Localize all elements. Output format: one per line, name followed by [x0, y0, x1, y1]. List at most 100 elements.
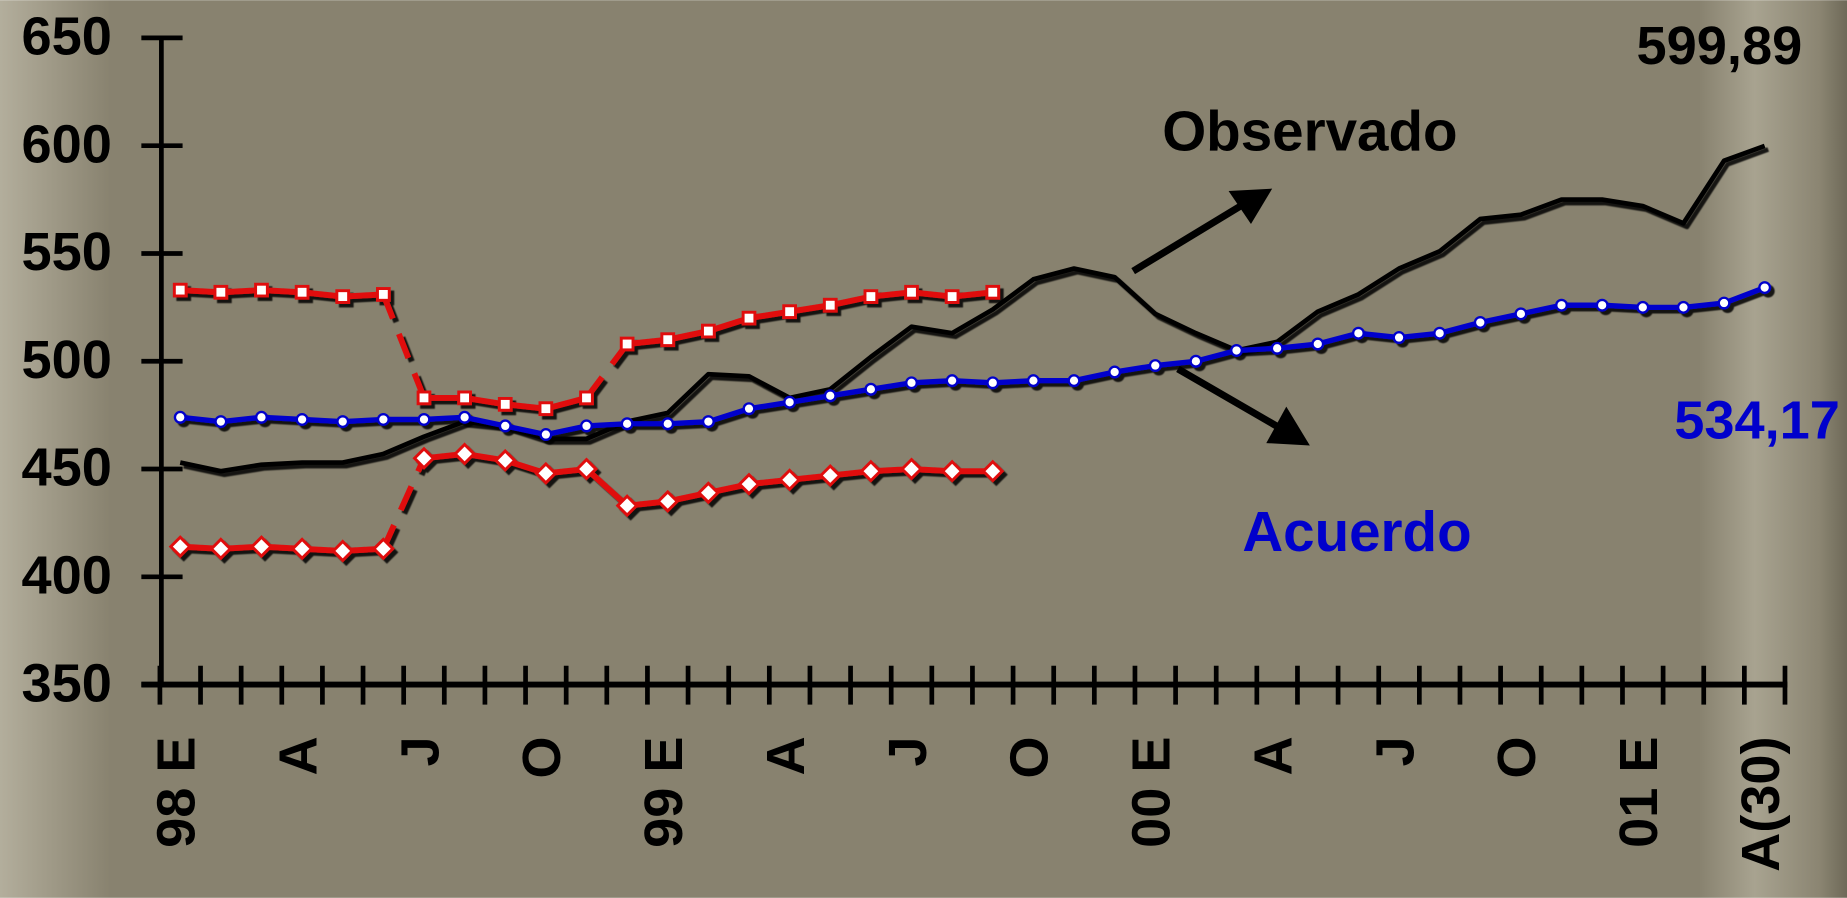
marker — [782, 304, 797, 320]
plot — [168, 143, 1772, 563]
marker — [778, 468, 802, 492]
marker — [254, 282, 269, 298]
series-label: Acuerdo — [1242, 500, 1471, 563]
marker — [1311, 337, 1325, 351]
marker — [1148, 359, 1162, 373]
y-tick-label: 500 — [22, 330, 112, 390]
marker — [985, 284, 1001, 300]
marker — [701, 323, 716, 339]
marker — [1351, 326, 1365, 340]
line — [179, 143, 1766, 474]
marker — [580, 419, 593, 433]
marker — [168, 535, 192, 559]
x-tick-label: J — [390, 736, 450, 766]
marker — [944, 289, 960, 304]
marker — [741, 310, 757, 326]
marker — [213, 284, 229, 300]
marker — [818, 463, 842, 487]
marker — [737, 472, 761, 496]
value-label: 534,17 — [1674, 391, 1840, 451]
arrow — [1131, 200, 1246, 275]
marker — [1595, 298, 1609, 312]
marker — [864, 382, 878, 396]
marker — [172, 282, 188, 298]
marker — [1636, 300, 1650, 314]
y-tick-label: 400 — [22, 545, 112, 605]
marker — [493, 448, 517, 472]
marker — [1676, 300, 1690, 314]
marker — [416, 390, 432, 406]
marker — [783, 395, 797, 409]
marker — [656, 489, 680, 513]
x-tick-label: 99 E — [634, 736, 694, 847]
marker — [457, 390, 472, 406]
marker — [249, 535, 273, 559]
x-tick-label: J — [878, 736, 938, 766]
marker — [1717, 296, 1731, 310]
marker — [1270, 341, 1284, 355]
marker — [1067, 374, 1081, 388]
x-tick-label: O — [512, 736, 572, 778]
marker — [742, 402, 756, 416]
line — [179, 285, 1766, 438]
marker — [498, 419, 512, 433]
marker — [1514, 307, 1528, 321]
x-tick-label: O — [1487, 736, 1547, 778]
marker — [1230, 343, 1244, 357]
marker — [412, 446, 436, 470]
marker — [538, 401, 554, 417]
marker — [209, 537, 233, 561]
marker — [660, 332, 676, 348]
marker — [859, 459, 883, 483]
dashed-connector — [380, 293, 427, 399]
marker — [336, 415, 350, 429]
marker — [331, 539, 355, 563]
y-tick-label: 550 — [22, 222, 112, 282]
marker — [335, 289, 351, 304]
dashed-connector — [380, 457, 427, 550]
x-tick-label: J — [1365, 736, 1425, 766]
marker — [173, 410, 187, 424]
arrow — [1176, 365, 1284, 433]
marker — [1026, 374, 1040, 388]
series-label: Observado — [1162, 100, 1457, 163]
marker — [823, 389, 837, 403]
marker — [1473, 315, 1487, 329]
x-tick-label: A — [1243, 736, 1303, 775]
x-tick-label: A — [756, 736, 816, 775]
arrow-head — [1228, 188, 1273, 225]
marker — [904, 284, 919, 300]
marker — [295, 412, 309, 426]
marker — [696, 481, 720, 505]
marker — [1189, 354, 1203, 368]
marker — [579, 390, 594, 406]
marker — [701, 415, 715, 429]
y-tick-label: 450 — [22, 438, 112, 498]
marker — [615, 494, 639, 518]
marker — [620, 417, 634, 431]
x-tick-label: A — [268, 736, 328, 775]
marker — [497, 396, 513, 412]
marker — [863, 289, 879, 304]
marker — [905, 376, 918, 390]
marker — [534, 461, 558, 485]
marker — [290, 537, 314, 561]
marker — [986, 376, 1000, 390]
dashed-connector — [584, 342, 630, 400]
y-tick-label: 350 — [22, 653, 112, 713]
marker — [661, 417, 675, 431]
marker — [1392, 331, 1406, 345]
marker — [619, 336, 635, 352]
marker — [254, 410, 268, 424]
marker — [981, 459, 1005, 483]
line — [626, 289, 994, 347]
marker — [900, 457, 924, 481]
x-tick-label: 00 E — [1122, 736, 1182, 847]
series — [168, 442, 1005, 563]
value-label: 599,89 — [1637, 16, 1803, 76]
marker — [822, 297, 838, 313]
marker — [371, 537, 395, 561]
marker — [1108, 365, 1122, 379]
marker — [1758, 281, 1772, 295]
